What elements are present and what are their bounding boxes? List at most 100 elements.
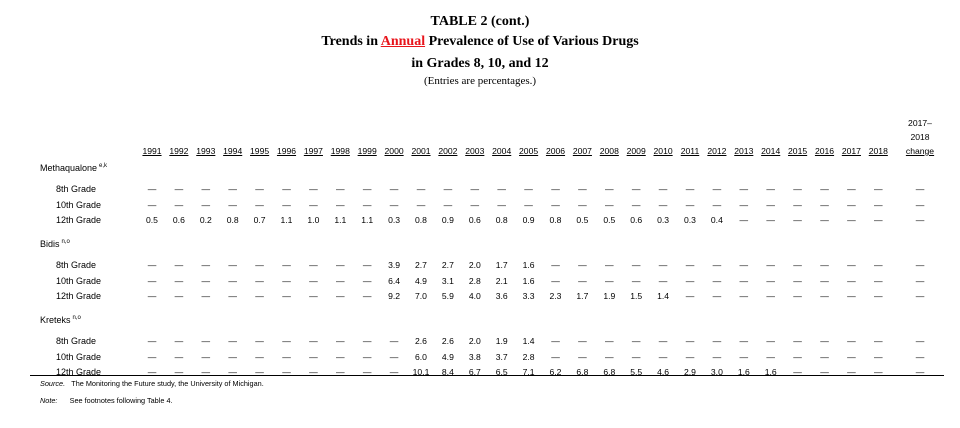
section-footnote-marker: e,k <box>99 163 108 169</box>
year-header: 1992 <box>169 146 189 156</box>
table-cell: — <box>766 200 775 210</box>
table-cell: — <box>336 336 345 346</box>
table-cell: 1.6 <box>522 260 535 270</box>
table-cell: — <box>282 336 291 346</box>
change-cell: — <box>915 200 925 210</box>
table-cell: — <box>362 352 372 362</box>
table-cell: 9.2 <box>388 291 401 301</box>
table-cell: — <box>551 352 560 362</box>
table-title-line3: in Grades 8, 10, and 12 <box>411 56 549 71</box>
table-cell: — <box>793 184 802 194</box>
row-label: 8th Grade <box>56 336 97 346</box>
bottom-rule <box>30 375 944 376</box>
table-cell: 7.0 <box>415 291 427 301</box>
table-cell: — <box>201 367 211 377</box>
table-cell: — <box>389 336 399 346</box>
table-cell: — <box>282 200 291 210</box>
table-cell: 4.6 <box>657 367 670 377</box>
table-cell: 6.0 <box>415 352 427 362</box>
change-header-line2: 2018 <box>910 132 930 142</box>
table-cell: — <box>874 215 883 225</box>
table-cell: — <box>255 276 264 286</box>
table-title-line2: Trends in Annual Prevalence of Use of Va… <box>0 34 960 50</box>
table-cell: — <box>739 215 749 225</box>
table-cell: 3.8 <box>468 352 481 362</box>
table-cell: — <box>847 260 856 270</box>
table-cell: 3.7 <box>495 352 508 362</box>
table-cell: — <box>174 260 184 270</box>
table-cell: — <box>309 367 318 377</box>
table-cell: — <box>820 184 829 194</box>
table-cell: — <box>201 184 211 194</box>
year-header: 2001 <box>411 146 431 156</box>
table-cell: — <box>174 352 184 362</box>
table-cell: — <box>739 336 749 346</box>
table-cell: — <box>201 352 211 362</box>
table-cell: 3.1 <box>441 276 454 286</box>
table-cell: 1.4 <box>657 291 670 301</box>
table-cell: 1.9 <box>603 291 616 301</box>
table-cell: — <box>578 276 587 286</box>
table-cell: — <box>605 336 614 346</box>
table-cell: — <box>766 276 775 286</box>
table-cell: — <box>174 367 184 377</box>
table-cell: — <box>793 200 802 210</box>
table-cell: — <box>847 184 856 194</box>
section-heading: Bidis n,o <box>40 239 70 250</box>
table-cell: — <box>766 215 775 225</box>
table-cell: — <box>820 260 829 270</box>
table-cell: — <box>443 184 453 194</box>
table-cell: — <box>793 336 802 346</box>
table-cell: — <box>793 260 802 270</box>
table-cell: — <box>201 276 211 286</box>
table-cell: — <box>793 276 802 286</box>
table-cell: — <box>255 260 264 270</box>
table-cell: — <box>658 260 668 270</box>
table-cell: — <box>497 184 506 194</box>
table-cell: — <box>874 291 883 301</box>
table-cell: 6.8 <box>603 367 616 377</box>
table-cell: — <box>631 260 641 270</box>
table-cell: — <box>201 336 211 346</box>
table-cell: — <box>631 276 641 286</box>
table-cell: — <box>739 276 749 286</box>
table-cell: 1.6 <box>522 276 535 286</box>
table-cell: 3.6 <box>495 291 508 301</box>
year-header: 2017 <box>841 146 861 156</box>
table-cell: — <box>228 352 237 362</box>
table-cell: — <box>362 291 372 301</box>
table-cell: — <box>362 336 372 346</box>
table-cell: 0.8 <box>226 215 239 225</box>
table-cell: — <box>362 184 372 194</box>
change-cell: — <box>915 336 925 346</box>
table-cell: — <box>255 291 264 301</box>
table-cell: — <box>874 260 883 270</box>
row-label: 10th Grade <box>56 200 102 210</box>
table-cell: — <box>174 291 184 301</box>
table-cell: — <box>739 260 749 270</box>
year-header: 1991 <box>142 146 162 156</box>
table-cell: 2.3 <box>549 291 562 301</box>
table-cell: — <box>578 200 587 210</box>
table-cell: — <box>766 352 775 362</box>
table-cell: 2.6 <box>415 336 427 346</box>
year-header: 2008 <box>599 146 619 156</box>
table-cell: — <box>847 352 856 362</box>
table-cell: 0.8 <box>549 215 562 225</box>
table-cell: — <box>282 276 291 286</box>
table-cell: — <box>712 352 722 362</box>
annual-highlight: Annual <box>380 34 426 49</box>
table-cell: — <box>228 367 237 377</box>
table-cell: — <box>712 276 722 286</box>
table-cell: 1.5 <box>630 291 643 301</box>
table-cell: 6.4 <box>388 276 401 286</box>
table-cell: 0.6 <box>630 215 643 225</box>
table-cell: — <box>793 291 802 301</box>
table-cell: — <box>685 260 695 270</box>
section-heading: Methaqualone e,k <box>40 163 107 174</box>
table-cell: — <box>658 184 668 194</box>
table-cell: — <box>309 352 318 362</box>
table-cell: 6.2 <box>549 367 562 377</box>
change-cell: — <box>915 352 925 362</box>
table-cell: — <box>228 291 237 301</box>
